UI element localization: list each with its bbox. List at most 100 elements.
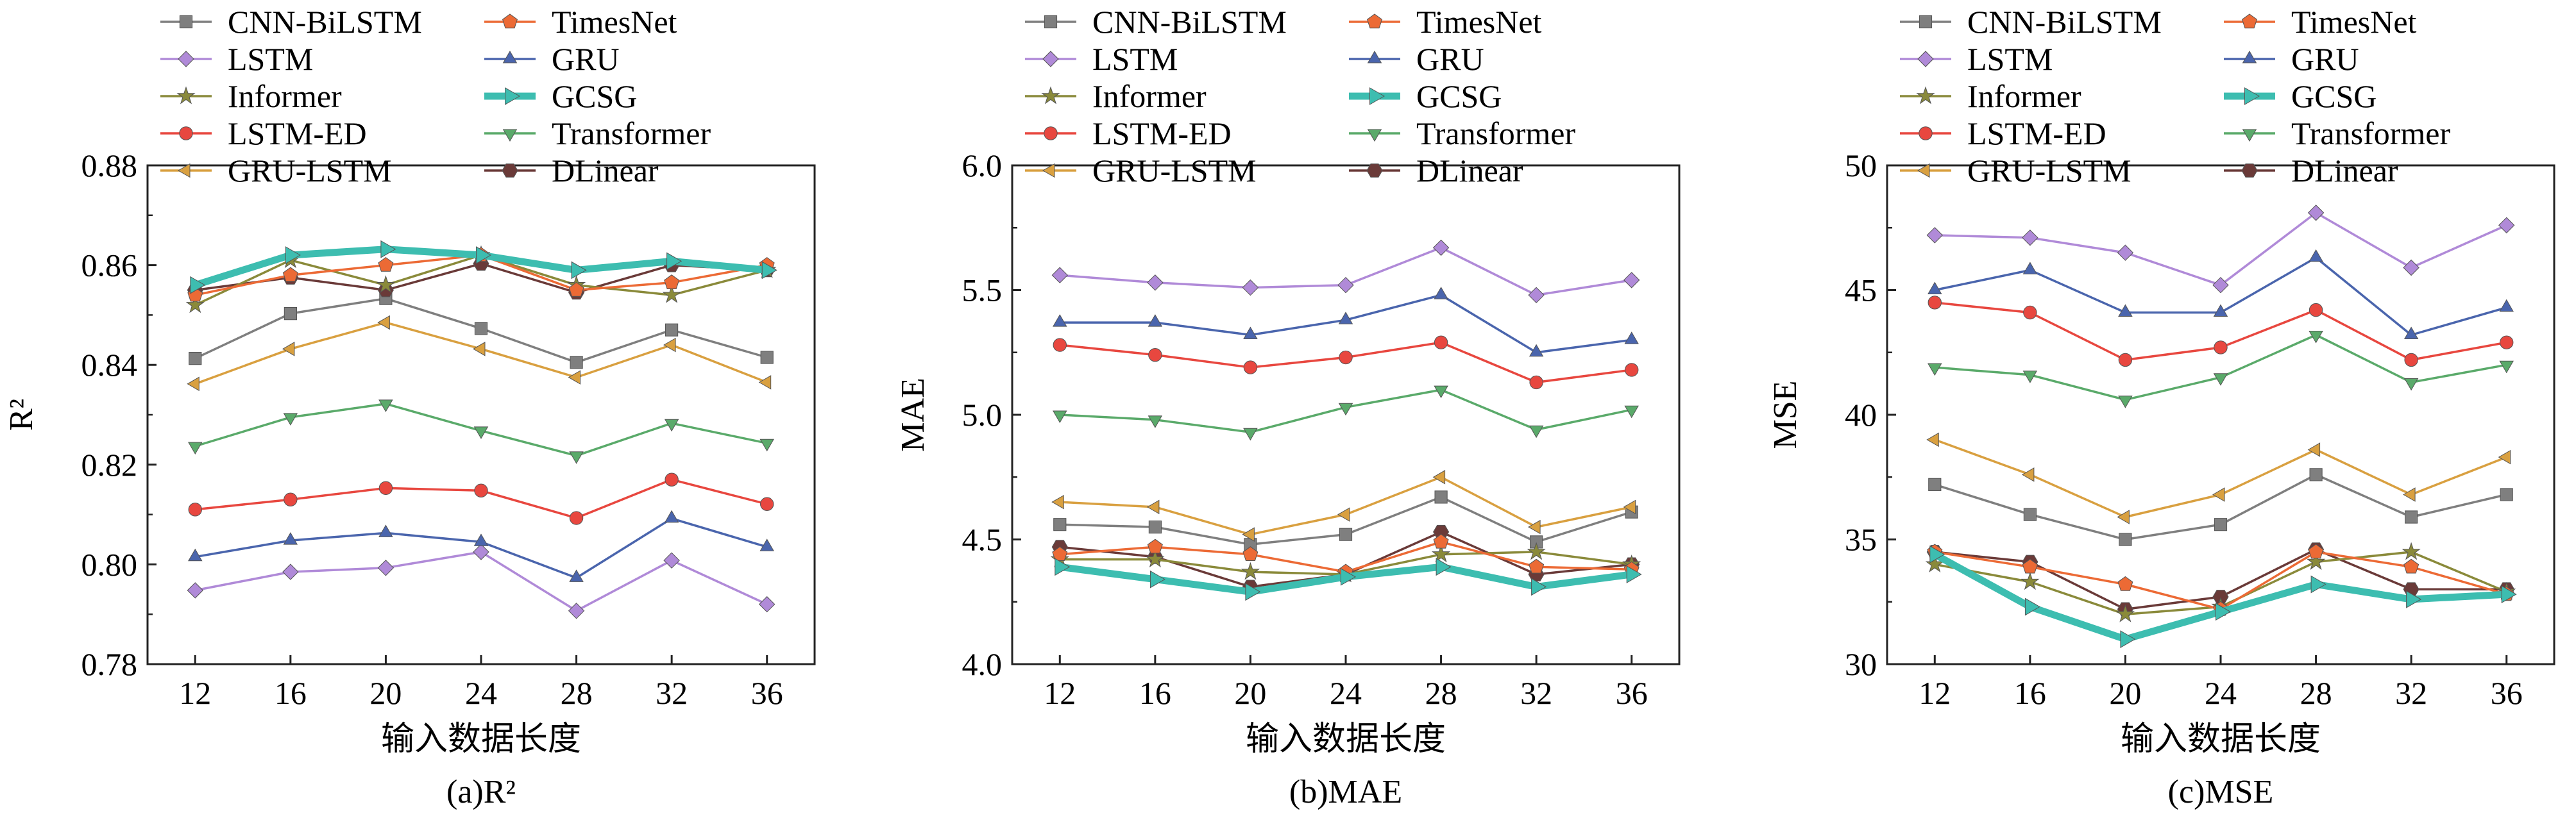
- data-point: [664, 510, 679, 523]
- data-point: [759, 538, 774, 551]
- data-point: [2118, 304, 2133, 317]
- y-tick-label: 4.5: [962, 522, 1003, 558]
- data-point: [2024, 597, 2040, 616]
- legend-label: LSTM: [228, 41, 313, 77]
- legend-label: GRU: [552, 41, 620, 77]
- data-point: [1148, 415, 1163, 428]
- data-point: [1928, 478, 1942, 491]
- legend-marker: [179, 126, 193, 140]
- legend-marker: [1916, 86, 1935, 104]
- data-point: [1053, 314, 1067, 327]
- legend-marker: [2242, 13, 2257, 29]
- legend: CNN-BiLSTM TimesNet LSTM GRU Informer GCSG LST…: [160, 4, 711, 188]
- y-tick-label: 45: [1845, 272, 1877, 308]
- series-gru: [1928, 249, 2514, 339]
- y-tick-label: 35: [1845, 522, 1877, 558]
- legend-label: GRU: [2291, 41, 2359, 77]
- data-point: [1529, 344, 1544, 357]
- legend-label: CNN-BiLSTM: [1967, 4, 2162, 40]
- data-point: [664, 419, 679, 432]
- x-tick-label: 16: [2014, 675, 2046, 711]
- legend-marker: [1042, 51, 1059, 67]
- legend-label: Transformer: [2291, 115, 2450, 151]
- data-point: [666, 252, 682, 271]
- data-point: [1528, 519, 1541, 535]
- series-lstm: [1926, 204, 2515, 294]
- legend-marker: [178, 51, 194, 67]
- data-point: [1242, 546, 1258, 561]
- data-point: [1148, 521, 1162, 534]
- data-point: [1146, 499, 1160, 515]
- legend-marker: [1367, 129, 1382, 142]
- data-point: [473, 426, 489, 439]
- data-point: [2214, 518, 2228, 531]
- legend-marker: [2244, 87, 2260, 105]
- x-axis-label: 输入数据长度: [2121, 721, 2321, 758]
- series-transformer: [1053, 385, 1639, 441]
- data-point: [2307, 442, 2321, 457]
- data-point: [571, 261, 587, 280]
- plot-frame: [146, 164, 816, 665]
- legend-marker: [1041, 86, 1060, 104]
- y-tick-label: 0.86: [81, 247, 138, 283]
- data-point: [1337, 507, 1350, 522]
- y-tick-label: 0.82: [81, 447, 138, 483]
- data-point: [2216, 603, 2231, 621]
- series-cnn-bilstm: [1053, 490, 1638, 551]
- data-point: [2118, 353, 2133, 367]
- data-point: [2022, 371, 2038, 383]
- data-point: [570, 356, 583, 369]
- data-point: [1243, 326, 1258, 339]
- data-point: [2212, 590, 2229, 604]
- data-point: [1339, 350, 1353, 365]
- data-point: [378, 256, 394, 272]
- data-point: [1241, 562, 1260, 580]
- data-point: [1529, 425, 1544, 438]
- x-tick-label: 20: [2109, 675, 2141, 711]
- chart-panel-1: 0.78 0.80 0.82 0.84 0.86 0.88 12 16 20 24 28 32 36 输入…: [3, 4, 816, 810]
- data-point: [2212, 276, 2229, 294]
- data-point: [189, 352, 202, 365]
- legend-label: GRU: [1416, 41, 1484, 77]
- panel-caption: (b)MAE: [1289, 774, 1402, 810]
- data-point: [1053, 410, 1067, 423]
- y-tick-label: 0.84: [81, 347, 138, 383]
- data-point: [1929, 545, 1945, 563]
- legend-label: LSTM-ED: [1092, 115, 1232, 151]
- series-gru-lstm: [1051, 470, 1636, 542]
- y-tick-label: 30: [1845, 646, 1877, 682]
- series-lstm-ed: [1928, 296, 2514, 367]
- x-tick-label: 24: [2205, 675, 2237, 711]
- data-point: [760, 497, 774, 511]
- legend-marker: [1366, 163, 1383, 178]
- series-cnn-bilstm: [189, 292, 774, 369]
- data-point: [1242, 279, 1259, 296]
- data-point: [1530, 535, 1543, 549]
- data-point: [2306, 552, 2326, 570]
- data-point: [1338, 403, 1353, 416]
- data-point: [663, 552, 680, 569]
- y-tick-label: 40: [1845, 397, 1877, 433]
- data-point: [2115, 604, 2135, 622]
- data-point: [1433, 533, 1449, 549]
- data-point: [1052, 546, 1068, 561]
- series-lstm-ed: [1053, 335, 1639, 390]
- legend-label: GCSG: [552, 78, 637, 114]
- data-point: [569, 451, 584, 464]
- data-point: [1051, 267, 1069, 283]
- y-tick-label: 6.0: [962, 147, 1003, 183]
- data-point: [283, 532, 298, 545]
- data-point: [473, 342, 486, 356]
- data-point: [185, 295, 205, 313]
- data-point: [1434, 287, 1448, 299]
- legend-label: Informer: [1967, 78, 2081, 114]
- data-point: [1529, 558, 1545, 574]
- data-point: [285, 246, 301, 264]
- data-point: [282, 267, 298, 282]
- data-point: [2403, 378, 2419, 391]
- data-point: [761, 261, 777, 280]
- data-point: [2117, 244, 2134, 261]
- x-tick-label: 20: [369, 675, 402, 711]
- data-point: [1926, 227, 1944, 244]
